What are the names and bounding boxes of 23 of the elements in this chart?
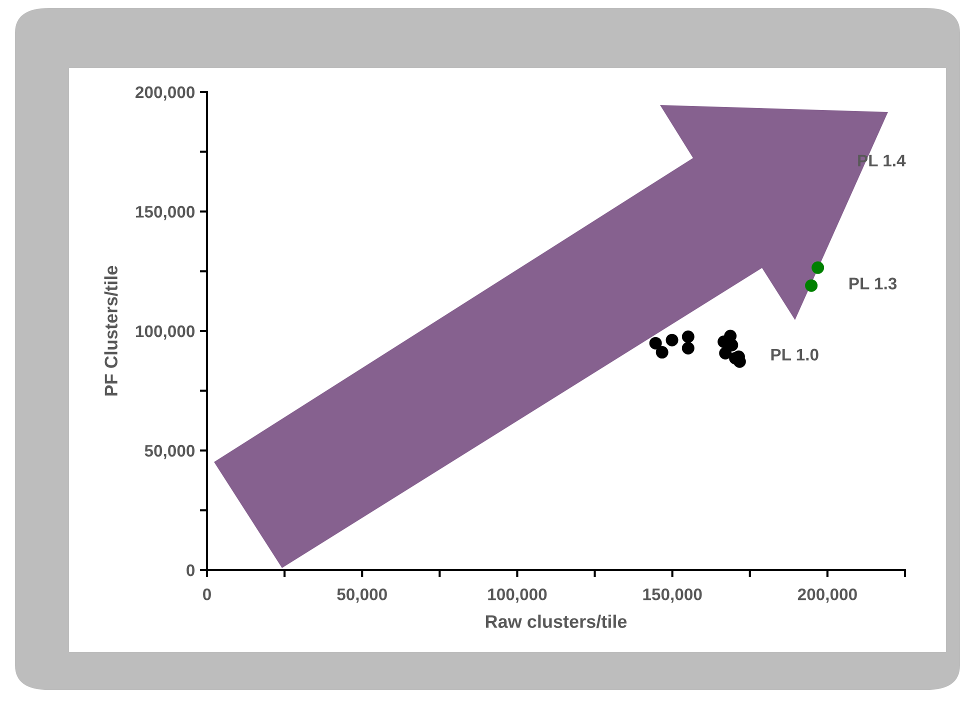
x-tick-label: 150,000 [643,588,702,603]
point [726,338,738,352]
point [805,279,818,292]
x-tick-label: 0 [203,588,211,600]
x-tick-label: 200,000 [798,588,857,603]
x-tick-label: 50,000 [337,588,387,603]
point [682,342,694,354]
point [682,330,694,343]
y-tick-label: 100,000 [136,325,195,340]
series-label: PL 1.0 [771,348,818,361]
y-tick-label: 50,000 [144,444,195,460]
point [719,346,732,360]
point [649,336,662,350]
y-tick-label: 150,000 [136,206,195,220]
point [666,334,678,346]
point [812,261,824,274]
y-axis-title: PF Clusters/tile [104,266,118,396]
x-axis-title: Raw clusters/tile [486,614,627,628]
series-label: PL 1.3 [850,278,897,290]
y-tick-label: 0 [186,564,195,576]
y-tick-label: 200,000 [136,86,195,101]
point [656,346,668,359]
x-tick-label: 100,000 [488,588,547,603]
